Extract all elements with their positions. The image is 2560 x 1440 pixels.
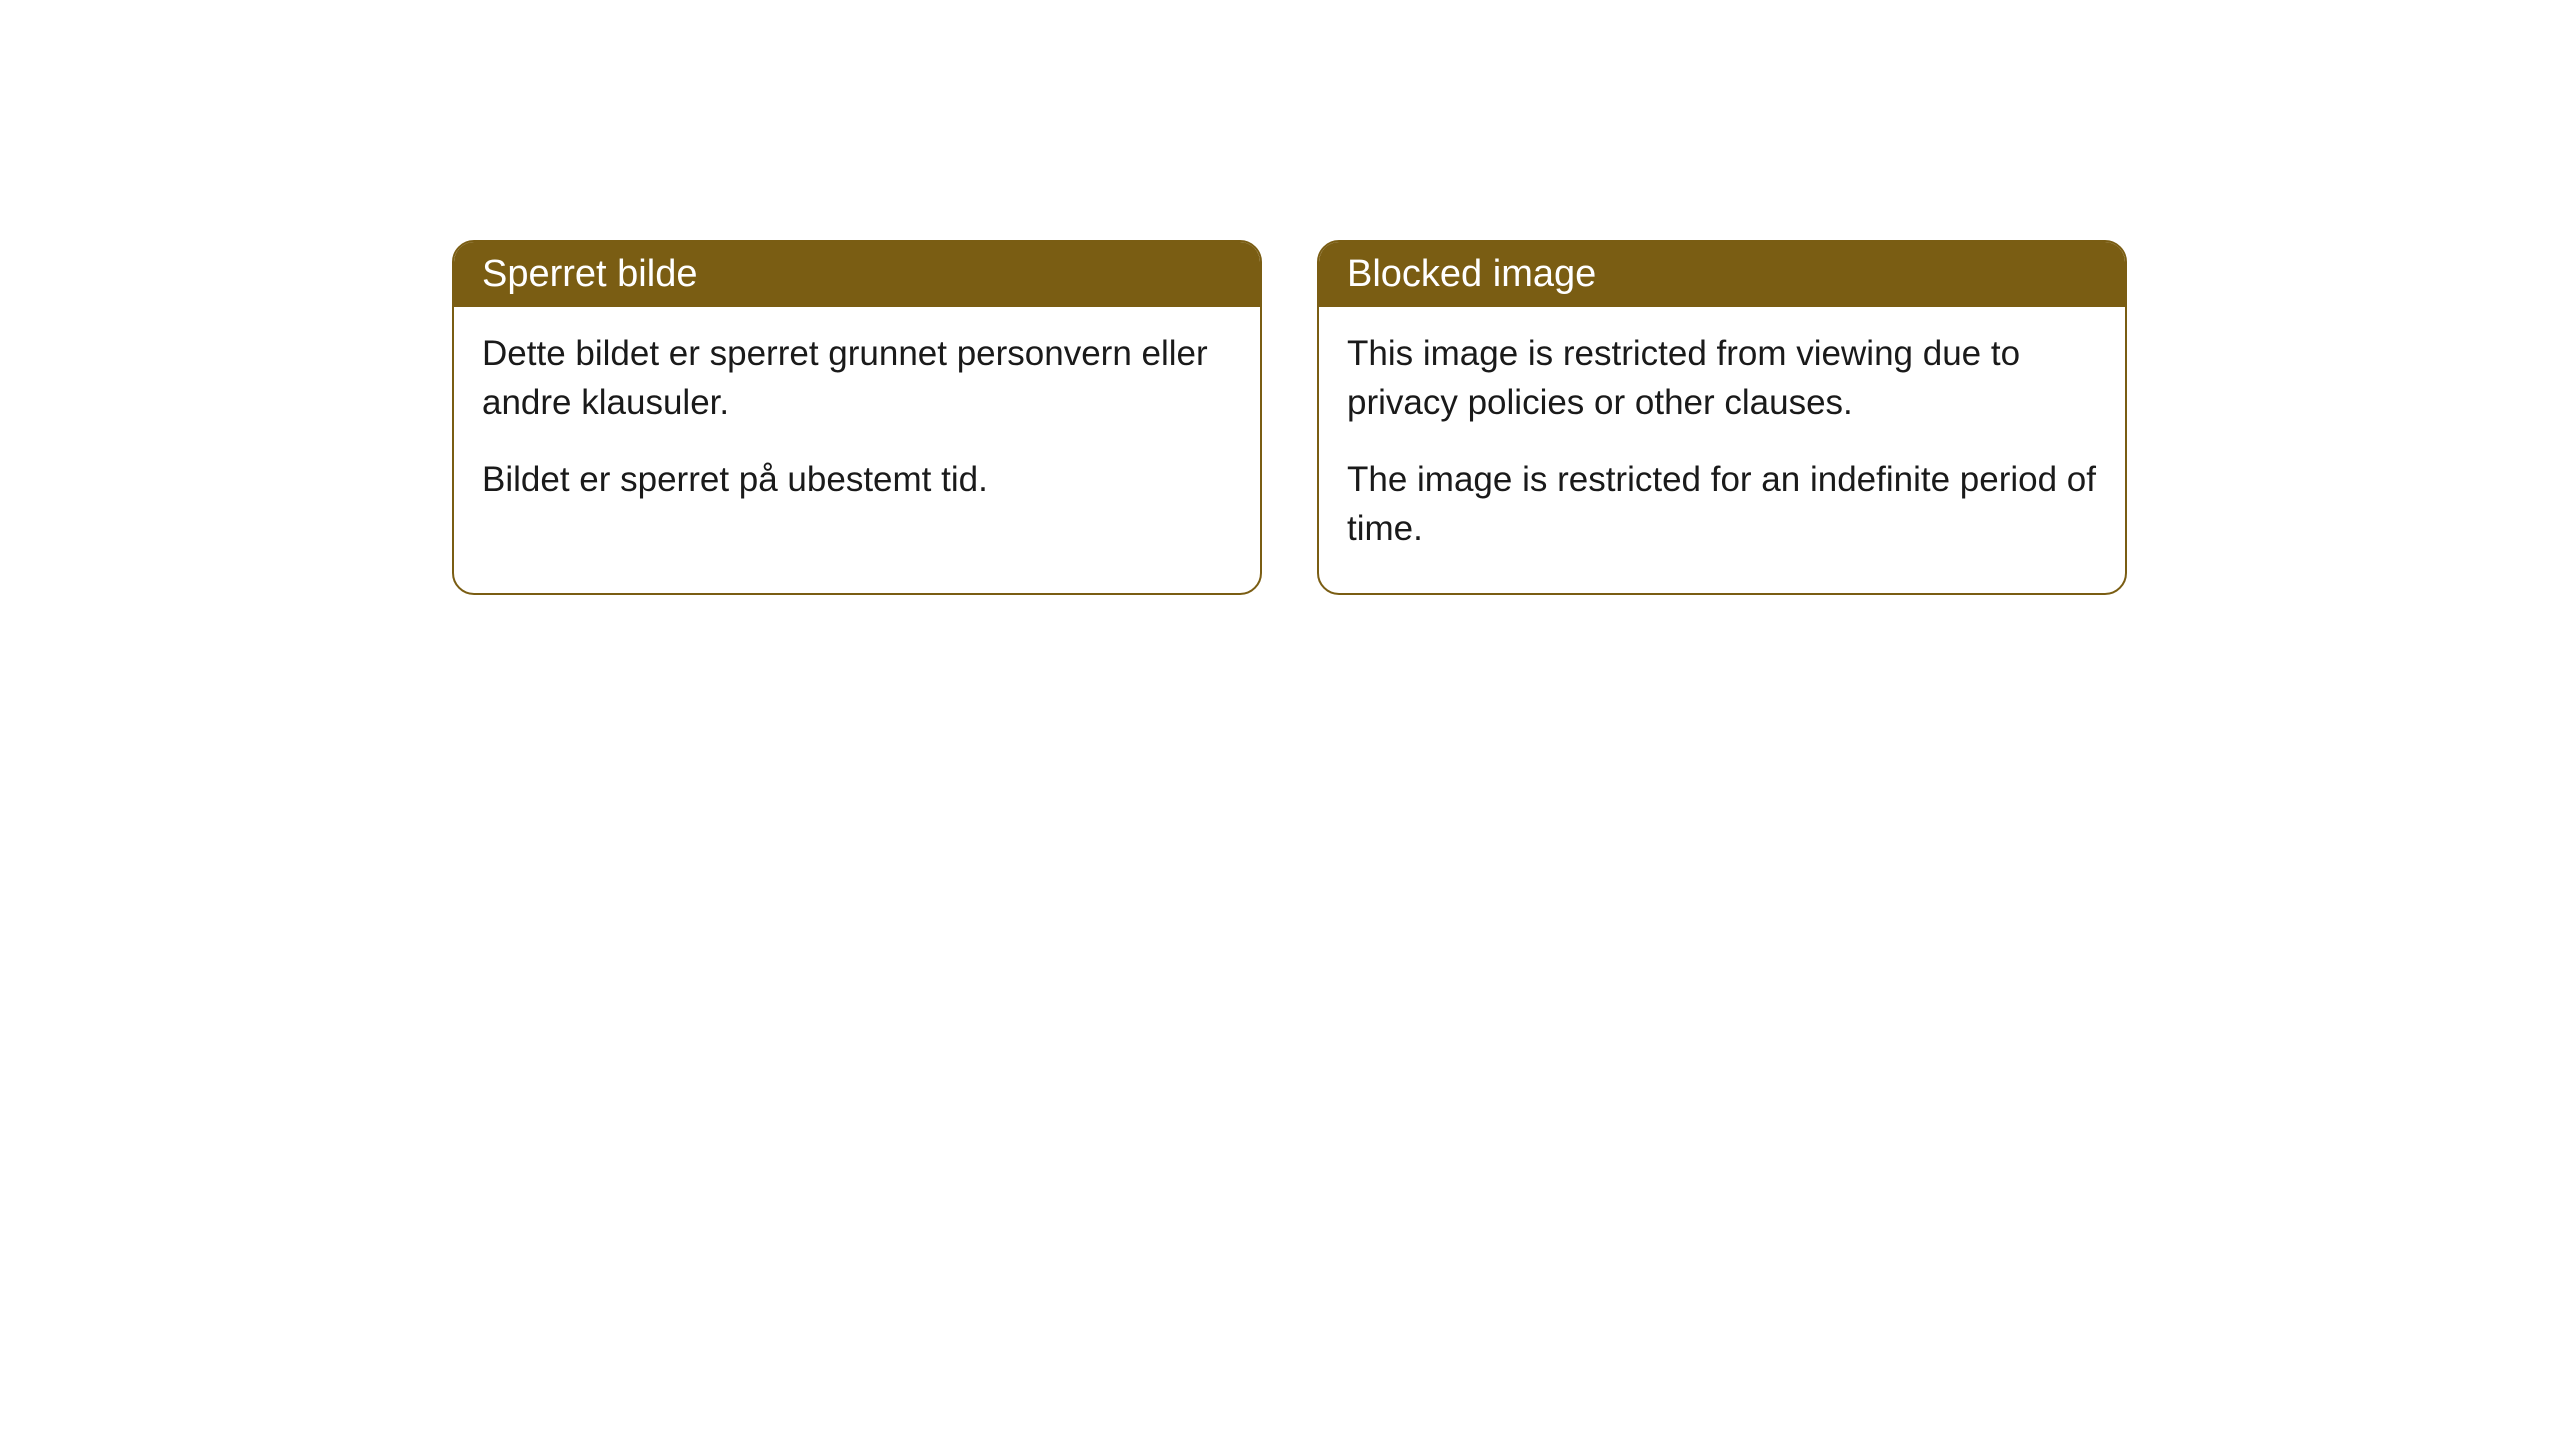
card-paragraph: Dette bildet er sperret grunnet personve… <box>482 329 1232 427</box>
card-header: Sperret bilde <box>454 242 1260 307</box>
card-title: Sperret bilde <box>482 253 697 295</box>
card-body: Dette bildet er sperret grunnet personve… <box>454 307 1260 544</box>
card-paragraph: This image is restricted from viewing du… <box>1347 329 2097 427</box>
blocked-image-card-norwegian: Sperret bilde Dette bildet er sperret gr… <box>452 240 1262 595</box>
card-body: This image is restricted from viewing du… <box>1319 307 2125 593</box>
notice-cards-container: Sperret bilde Dette bildet er sperret gr… <box>452 240 2127 595</box>
card-paragraph: Bildet er sperret på ubestemt tid. <box>482 455 1232 504</box>
card-paragraph: The image is restricted for an indefinit… <box>1347 455 2097 553</box>
blocked-image-card-english: Blocked image This image is restricted f… <box>1317 240 2127 595</box>
card-title: Blocked image <box>1347 253 1596 295</box>
card-header: Blocked image <box>1319 242 2125 307</box>
